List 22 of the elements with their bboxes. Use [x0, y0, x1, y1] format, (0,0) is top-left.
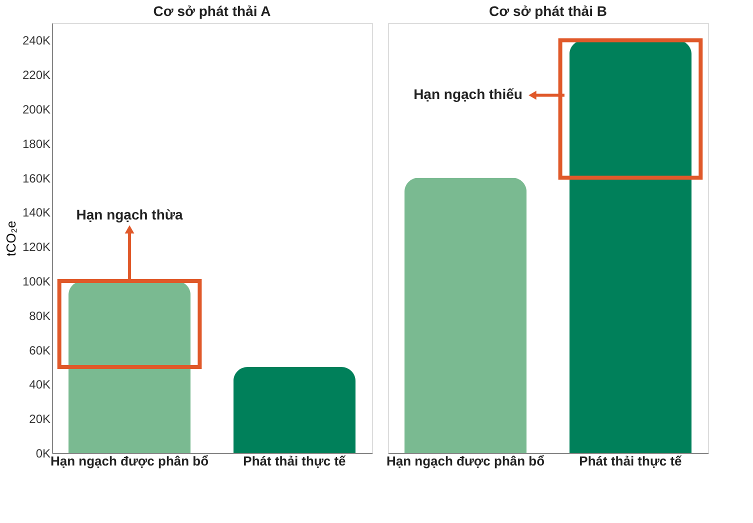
chart-title: Cơ sở phát thải A — [153, 3, 271, 19]
x-tick-label: Phát thải thực tế — [243, 454, 347, 468]
y-tick-label: 220K — [22, 68, 50, 82]
y-tick-label: 0K — [36, 446, 50, 460]
x-tick-label: Hạn ngạch được phân bổ — [386, 454, 545, 468]
y-tick-label: 160K — [22, 171, 50, 186]
y-tick-label: 100K — [22, 274, 50, 288]
y-tick-label: 20K — [29, 412, 50, 426]
y-tick-label: 240K — [22, 34, 50, 48]
y-tick-label: 180K — [22, 136, 50, 151]
chart-title: Cơ sở phát thải B — [489, 3, 607, 19]
y-tick-label: 140K — [22, 206, 50, 220]
annotation: Hạn ngạch thừa — [76, 206, 184, 222]
y-tick-label: 60K — [29, 343, 50, 358]
x-tick-label: Phát thải thực tế — [579, 454, 683, 468]
y-axis-title: tCO₂e — [3, 220, 18, 256]
y-tick-label: 80K — [29, 308, 50, 323]
y-tick-label: 40K — [29, 378, 50, 392]
y-tick-label: 200K — [22, 102, 50, 116]
annotation: Hạn ngạch thiếu — [414, 86, 522, 102]
y-tick-label: 120K — [22, 240, 50, 254]
x-tick-label: Hạn ngạch được phân bổ — [50, 454, 209, 468]
